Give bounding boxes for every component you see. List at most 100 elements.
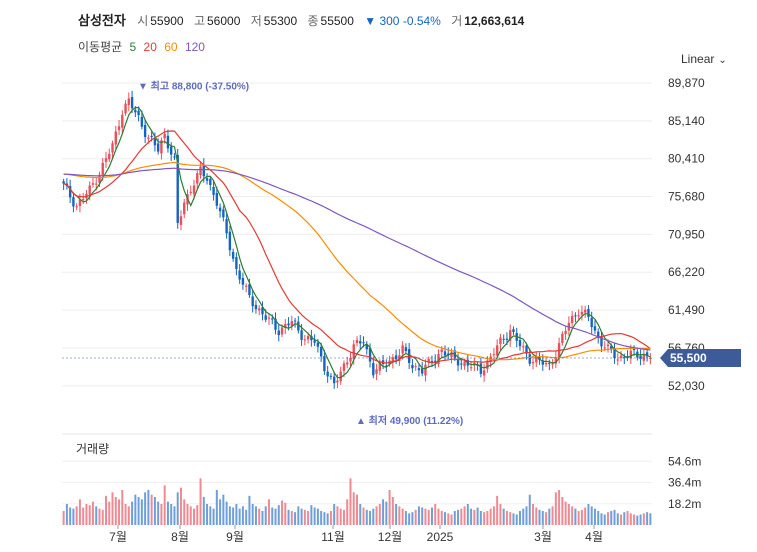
candle-body [391, 357, 395, 363]
candle-body [632, 349, 636, 351]
candle-body [512, 329, 515, 333]
candle-body [101, 162, 104, 176]
candle-body [525, 345, 528, 354]
candle-body [427, 358, 430, 363]
volume-bar [421, 507, 424, 525]
candle-body [574, 315, 577, 317]
volume-bar [160, 504, 163, 525]
candle-body [564, 330, 567, 334]
volume-bar [179, 487, 182, 525]
candle-body [554, 357, 558, 364]
volume-bar [183, 499, 186, 525]
volume-bar [303, 509, 306, 525]
candle-body [169, 146, 173, 155]
candle-body [108, 153, 111, 160]
candle-body [267, 317, 271, 319]
volume-bar [362, 507, 365, 525]
volume-bar [417, 506, 420, 525]
candle-body [231, 251, 235, 259]
candle-body [303, 339, 307, 341]
candle-body [434, 360, 437, 363]
candle-body [502, 338, 505, 340]
candle-body [372, 362, 375, 376]
volume-bar [372, 508, 375, 525]
candle-body [72, 197, 75, 207]
candle-body [313, 340, 316, 343]
candle-body [166, 135, 170, 149]
x-tick-label: 11월 [321, 530, 345, 544]
volume-bar [310, 505, 313, 525]
volume-bar [505, 511, 508, 525]
volume-bar [391, 497, 394, 525]
candle-body [352, 344, 355, 359]
candle-body [156, 143, 160, 152]
volume-bar [307, 511, 310, 525]
candle-body [98, 174, 101, 183]
scale-dropdown[interactable]: Linear ⌄ [681, 52, 727, 66]
volume-bar [385, 501, 388, 525]
candle-body [509, 330, 512, 341]
volume-bar [349, 478, 352, 525]
volume-bar [466, 504, 469, 525]
quote-header: 삼성전자 시 55900 고 56000 저 55300 종 55500 ▼ 300 -… [78, 10, 524, 29]
volume-bar [545, 512, 548, 525]
candle-body [600, 336, 603, 347]
candle-body [277, 330, 280, 336]
volume-bar [82, 507, 85, 525]
candle-body [626, 356, 629, 358]
candle-body [209, 178, 212, 186]
volume-bar [271, 507, 274, 525]
volume-bar [215, 490, 218, 525]
volume-bar [639, 514, 642, 525]
candle-body [450, 352, 453, 357]
volume-bar [157, 501, 160, 525]
candle-body [613, 348, 616, 359]
volume-bar [580, 509, 583, 525]
volume-bar [499, 504, 502, 525]
volume-bar [430, 507, 433, 525]
candle-body [297, 321, 300, 331]
candle-body [437, 353, 440, 365]
ma-20-line [63, 130, 651, 364]
ma-20-label: 20 [143, 40, 157, 54]
candle-body [492, 354, 496, 356]
volume-bar [297, 506, 300, 525]
high-label: 고 [193, 14, 205, 28]
volume-bar [150, 494, 153, 525]
candle-body [124, 103, 127, 114]
volume-bar [111, 492, 114, 525]
candle-body [368, 347, 372, 362]
candle-body [349, 357, 352, 362]
candle-body [443, 351, 447, 356]
candle-body [639, 355, 642, 359]
volume-bar [633, 514, 636, 525]
volume-bar [587, 504, 590, 525]
volume-bar [404, 511, 407, 525]
volume-bar [636, 515, 639, 525]
candle-body [130, 96, 134, 109]
volume-bar [460, 508, 463, 525]
volume-bar [365, 509, 368, 525]
candle-body [499, 337, 502, 345]
volume-bar [339, 508, 342, 525]
candle-body [75, 206, 78, 208]
volume-bar [199, 478, 202, 525]
volume-bar [189, 506, 192, 525]
volume-bar [414, 509, 417, 525]
volume-bar [144, 492, 147, 525]
high-value: 56000 [207, 14, 241, 28]
volume-bar [75, 506, 78, 525]
volume-bar [567, 504, 570, 525]
candle-body [401, 345, 404, 354]
volume-bar [101, 509, 104, 525]
volume-bar [629, 513, 632, 525]
price-tick-label: 66,220 [668, 265, 705, 279]
volume-bar [166, 501, 169, 525]
candle-body [362, 342, 365, 344]
candle-body [385, 365, 388, 367]
volume-tick-label: 18.2m [668, 497, 701, 511]
candle-body [430, 360, 434, 363]
volume-bar [616, 513, 619, 525]
volume-bar [300, 508, 303, 525]
